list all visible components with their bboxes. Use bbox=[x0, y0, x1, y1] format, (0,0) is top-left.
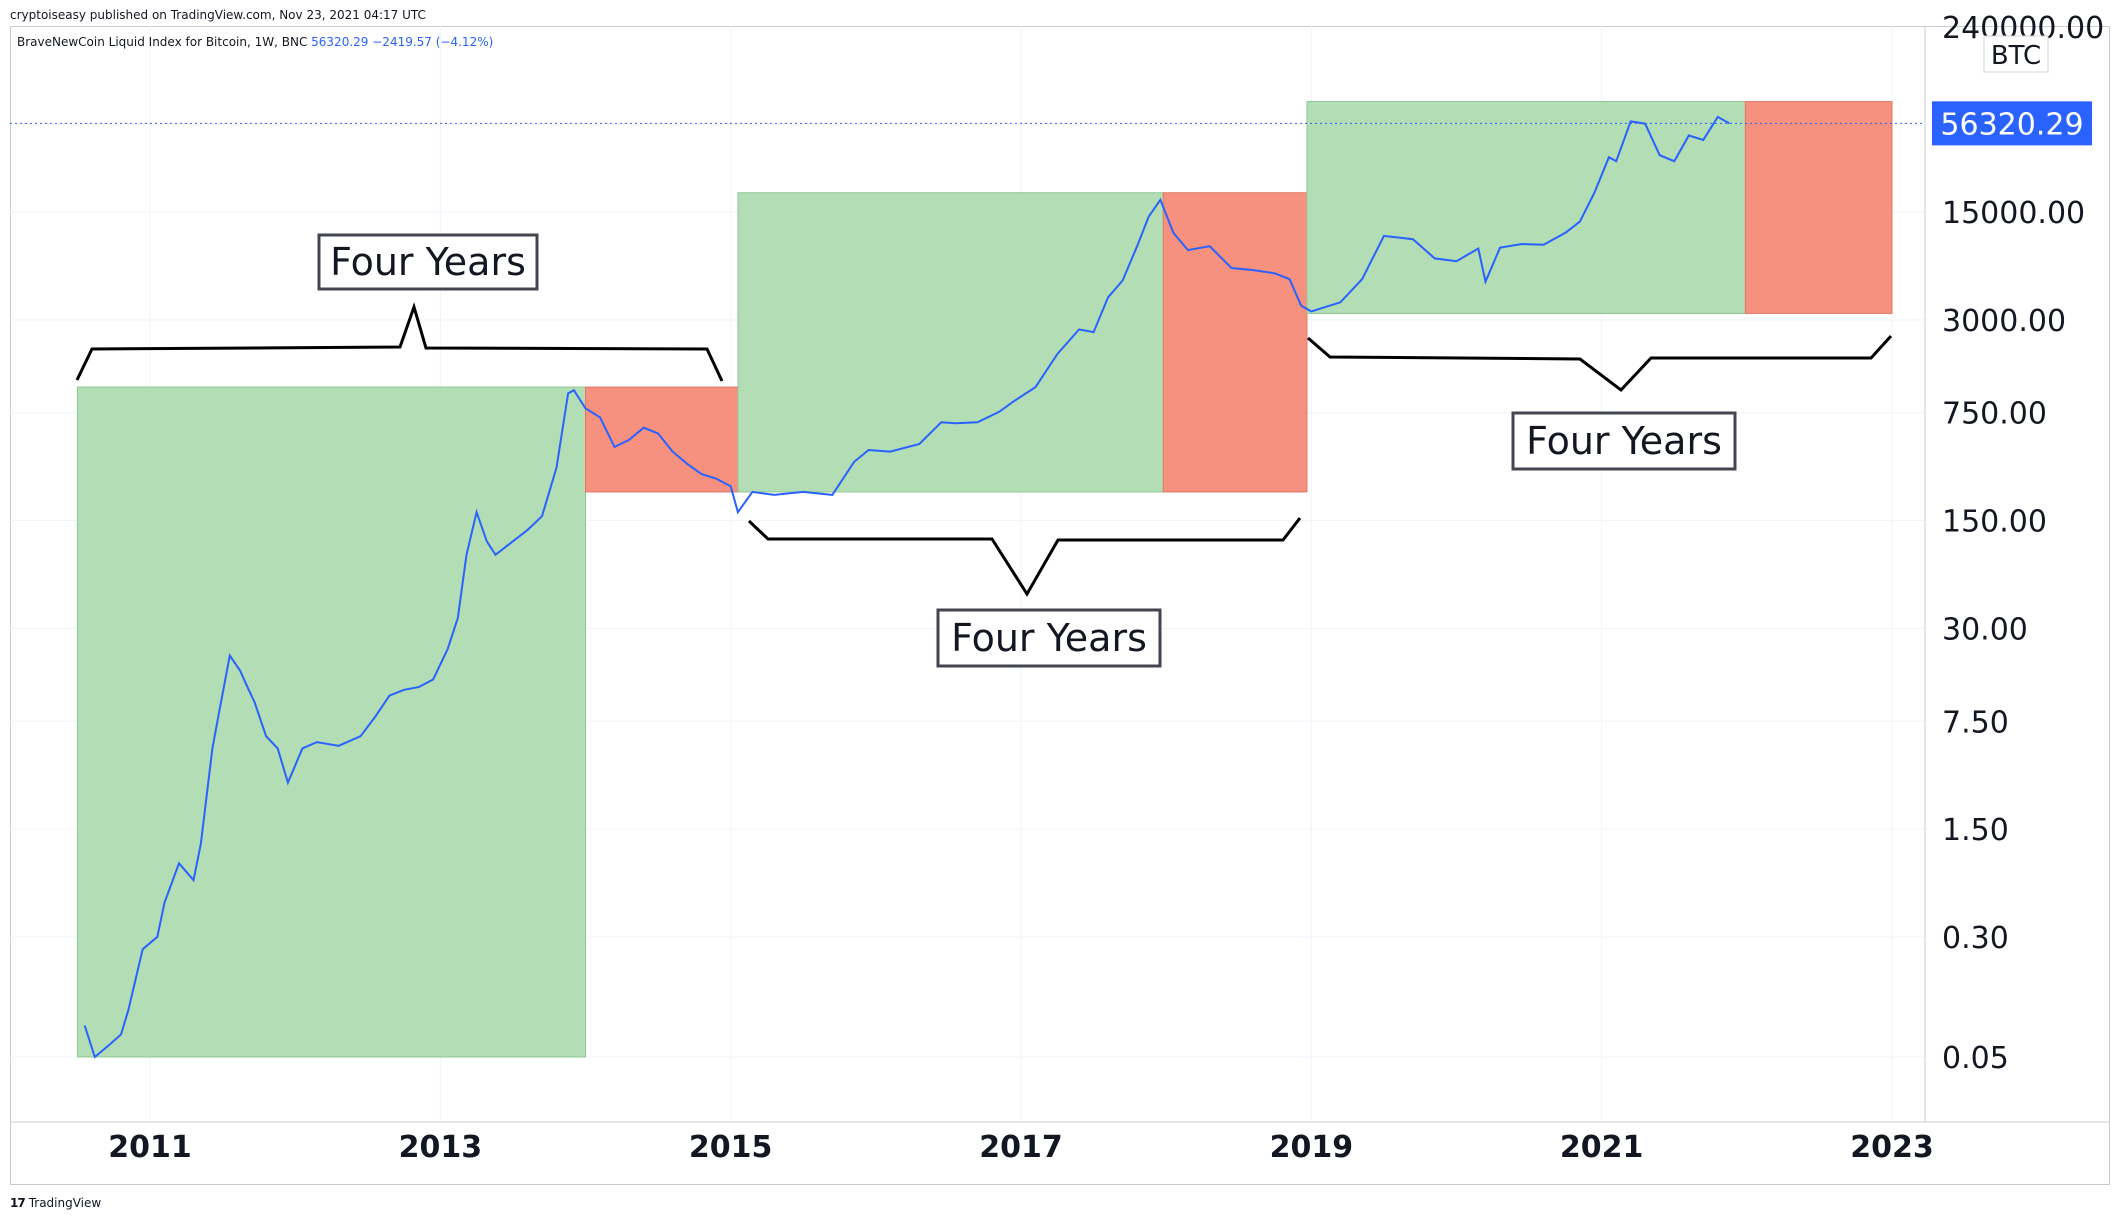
green-cycle-zone-5 bbox=[1306, 101, 1746, 314]
svg-text:BTC: BTC bbox=[1991, 41, 2041, 71]
x-tick-label: 2023 bbox=[1850, 1130, 1934, 1165]
x-tick-label: 2015 bbox=[689, 1130, 773, 1165]
y-tick-label: 7.50 bbox=[1942, 705, 2009, 740]
four-year-annotations: Four Years Four Years Four Years bbox=[317, 233, 1737, 668]
x-tick-label: 2011 bbox=[108, 1130, 192, 1165]
y-tick-label: 750.00 bbox=[1942, 397, 2047, 432]
bracket-1 bbox=[75, 302, 724, 382]
legend-change: −2419.57 (−4.12%) bbox=[372, 35, 494, 49]
y-tick-label: 0.05 bbox=[1942, 1041, 2009, 1076]
symbol-name: BraveNewCoin Liquid Index for Bitcoin, 1… bbox=[17, 35, 308, 49]
last-price-badge: 56320.29 bbox=[1932, 101, 2092, 146]
chart-frame bbox=[10, 26, 2110, 1185]
price-axis[interactable]: 15000.00 3000.00 750.00 150.00 30.00 7.50 1.50… bbox=[1942, 196, 2085, 1076]
x-tick-label: 2019 bbox=[1270, 1130, 1354, 1165]
bracket-2 bbox=[747, 517, 1302, 597]
y-tick-label: 3000.00 bbox=[1942, 304, 2066, 339]
y-tick-label: 15000.00 bbox=[1942, 196, 2085, 231]
tradingview-brand[interactable]: 17 TradingView bbox=[10, 1196, 101, 1210]
time-axis[interactable]: 2011 2013 2015 2017 2019 2021 2023 bbox=[108, 1130, 1934, 1165]
price-series-line[interactable] bbox=[83, 115, 1730, 1059]
tradingview-logo-icon: 17 bbox=[10, 1196, 26, 1210]
four-years-text: Four Years bbox=[1526, 419, 1722, 463]
red-cycle-zone-6 bbox=[1744, 101, 1893, 314]
four-years-text: Four Years bbox=[951, 616, 1147, 660]
four-years-text: Four Years bbox=[330, 240, 526, 284]
four-years-label-2[interactable]: Four Years bbox=[936, 608, 1162, 668]
publish-info: cryptoiseasy published on TradingView.co… bbox=[10, 8, 426, 22]
brand-text: TradingView bbox=[28, 1196, 102, 1210]
y-tick-label: 0.30 bbox=[1942, 921, 2009, 956]
cycle-zones bbox=[76, 101, 1893, 1058]
x-tick-label: 2021 bbox=[1560, 1130, 1644, 1165]
svg-text:56320.29: 56320.29 bbox=[1940, 107, 2083, 142]
green-cycle-zone-1 bbox=[76, 386, 587, 1058]
x-tick-label: 2017 bbox=[979, 1130, 1063, 1165]
red-cycle-zone-4 bbox=[1162, 192, 1308, 493]
legend-last-value: 56320.29 bbox=[311, 35, 369, 49]
y-tick-label: 30.00 bbox=[1942, 612, 2028, 647]
symbol-legend: BraveNewCoin Liquid Index for Bitcoin, 1… bbox=[17, 35, 493, 49]
bracket-3 bbox=[1307, 334, 1893, 393]
four-years-label-3[interactable]: Four Years bbox=[1511, 411, 1737, 471]
y-tick-label: 1.50 bbox=[1942, 813, 2009, 848]
four-year-brackets bbox=[75, 302, 1893, 597]
x-tick-label: 2013 bbox=[399, 1130, 483, 1165]
green-cycle-zone-3 bbox=[737, 192, 1164, 493]
currency-badge: BTC bbox=[1983, 35, 2049, 73]
four-years-label-1[interactable]: Four Years bbox=[317, 233, 539, 291]
y-tick-label: 150.00 bbox=[1942, 505, 2047, 540]
